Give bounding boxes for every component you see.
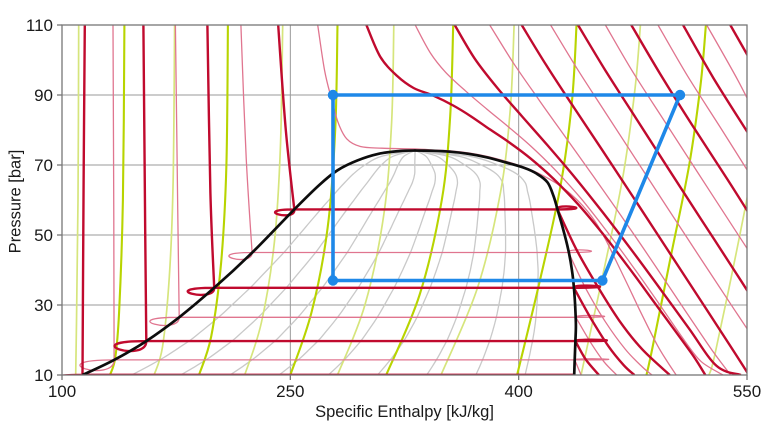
quality-line — [278, 150, 416, 375]
isentrope — [336, 25, 395, 375]
isentrope — [580, 25, 642, 375]
x-tick-label: 250 — [276, 382, 304, 401]
x-tick-label: 100 — [48, 382, 76, 401]
tick-marks — [57, 24, 748, 380]
isotherm-thick — [113, 25, 608, 375]
quality-line — [229, 149, 416, 375]
quality-line — [415, 149, 481, 375]
isotherm-thick — [682, 25, 747, 134]
y-tick-label: 10 — [34, 366, 53, 385]
quality-line — [415, 149, 539, 375]
quality-lines — [131, 149, 539, 375]
isotherm-thin — [604, 25, 747, 250]
y-tick-label: 70 — [34, 156, 53, 175]
quality-line — [131, 149, 416, 375]
isotherm-thick — [274, 25, 671, 375]
isentrope — [74, 25, 80, 375]
x-tick-label: 400 — [504, 382, 532, 401]
isotherm-thick — [453, 25, 742, 375]
y-tick-label: 90 — [34, 86, 53, 105]
y-tick-label: 30 — [34, 296, 53, 315]
isotherm-thin — [79, 25, 610, 375]
quality-line — [180, 149, 416, 375]
plot-border — [61, 24, 748, 376]
quality-line — [327, 149, 437, 375]
y-axis-title: Pressure [bar] — [6, 149, 25, 254]
cycle-state-point — [674, 89, 686, 101]
y-tick-label: 110 — [26, 16, 53, 35]
isentrope — [645, 25, 707, 375]
cycle-state-point — [327, 89, 339, 101]
isentrope — [197, 25, 229, 375]
isotherm-thin — [414, 25, 724, 375]
y-tick-label: 50 — [34, 226, 53, 245]
tick-labels: 100 250 400 550 10 30 50 70 90 110 — [26, 16, 761, 401]
cycle-state-point — [327, 275, 339, 286]
isentrope — [153, 25, 176, 375]
quality-line — [377, 149, 459, 375]
isotherm-thin-lines — [79, 25, 747, 375]
x-tick-label: 550 — [733, 382, 761, 401]
isotherm-thin — [489, 25, 732, 375]
isotherm-thin — [228, 25, 653, 375]
isotherm-thick — [520, 25, 747, 375]
isotherm-thick — [729, 25, 747, 57]
isotherm-thin — [657, 25, 747, 171]
isotherm-thick — [186, 25, 636, 375]
isotherm-thick — [576, 25, 747, 293]
isotherm-thin — [149, 25, 618, 375]
x-axis-title: Specific Enthalpy [kJ/kg] — [315, 403, 494, 421]
isentrope — [289, 25, 339, 375]
isotherm-thin — [706, 25, 747, 100]
cycle-state-point — [597, 275, 608, 286]
saturation-dome — [81, 149, 578, 375]
isotherm-thin — [550, 25, 747, 330]
cycle-points — [327, 89, 686, 286]
quality-line — [415, 149, 507, 375]
isentrope — [385, 25, 455, 375]
isotherm-thick — [365, 25, 707, 375]
isotherm-thick — [630, 25, 747, 213]
